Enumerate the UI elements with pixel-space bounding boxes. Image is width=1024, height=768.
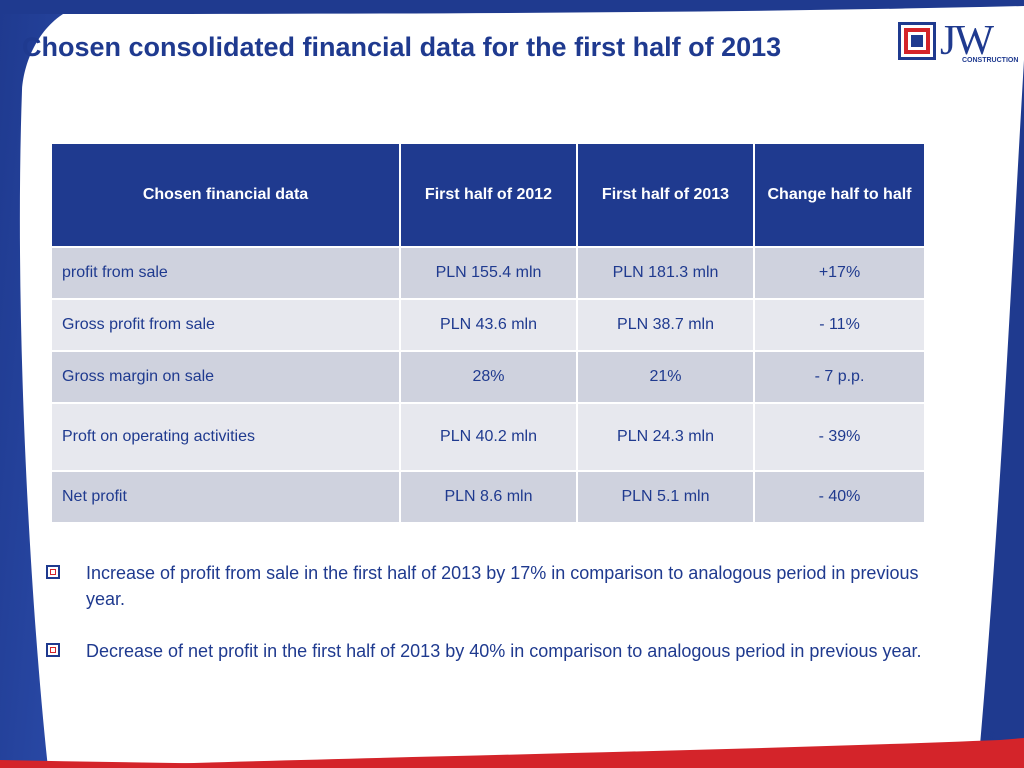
- row-label: profit from sale: [50, 246, 401, 300]
- bullet-item: Decrease of net profit in the first half…: [46, 638, 946, 664]
- table-row: Gross margin on sale 28% 21% - 7 p.p.: [50, 350, 926, 404]
- value-2012: PLN 155.4 mln: [399, 246, 578, 300]
- value-change: - 11%: [753, 298, 926, 352]
- value-change: - 39%: [753, 402, 926, 472]
- value-2013: PLN 24.3 mln: [576, 402, 755, 472]
- bullet-text: Increase of profit from sale in the firs…: [86, 563, 919, 609]
- value-2013: PLN 181.3 mln: [576, 246, 755, 300]
- table-header-row: Chosen financial data First half of 2012…: [50, 142, 926, 248]
- header-financial-data: Chosen financial data: [50, 142, 401, 248]
- row-label: Gross profit from sale: [50, 298, 401, 352]
- page-number: 8: [988, 729, 995, 743]
- page-title: Chosen consolidated financial data for t…: [22, 32, 782, 62]
- header-change: Change half to half: [753, 142, 926, 248]
- value-change: - 7 p.p.: [753, 350, 926, 404]
- logo-text: JW: [940, 18, 994, 64]
- bullet-text: Decrease of net profit in the first half…: [86, 641, 922, 661]
- table-row: Gross profit from sale PLN 43.6 mln PLN …: [50, 298, 926, 352]
- value-2013: PLN 5.1 mln: [576, 470, 755, 524]
- logo-square-mid: [904, 28, 930, 54]
- jw-logo-icon: JW CONSTRUCTION: [896, 18, 1018, 66]
- value-2013: 21%: [576, 350, 755, 404]
- financial-data-table: Chosen financial data First half of 2012…: [50, 142, 926, 524]
- value-2012: PLN 40.2 mln: [399, 402, 578, 472]
- bullet-list: Increase of profit from sale in the firs…: [46, 560, 946, 690]
- bullet-item: Increase of profit from sale in the firs…: [46, 560, 946, 612]
- table-row: profit from sale PLN 155.4 mln PLN 181.3…: [50, 246, 926, 300]
- table-row: Net profit PLN 8.6 mln PLN 5.1 mln - 40%: [50, 470, 926, 524]
- row-label: Gross margin on sale: [50, 350, 401, 404]
- value-2012: 28%: [399, 350, 578, 404]
- row-label: Net profit: [50, 470, 401, 524]
- value-2012: PLN 8.6 mln: [399, 470, 578, 524]
- value-2013: PLN 38.7 mln: [576, 298, 755, 352]
- header-first-half-2012: First half of 2012: [399, 142, 578, 248]
- row-label: Proft on operating activities: [50, 402, 401, 472]
- square-bullet-icon: [46, 643, 60, 657]
- header-first-half-2013: First half of 2013: [576, 142, 755, 248]
- value-2012: PLN 43.6 mln: [399, 298, 578, 352]
- square-bullet-icon: [46, 565, 60, 579]
- value-change: +17%: [753, 246, 926, 300]
- table-row: Proft on operating activities PLN 40.2 m…: [50, 402, 926, 472]
- logo-subtext: CONSTRUCTION: [962, 57, 1019, 64]
- value-change: - 40%: [753, 470, 926, 524]
- logo-square-inner: [911, 35, 923, 47]
